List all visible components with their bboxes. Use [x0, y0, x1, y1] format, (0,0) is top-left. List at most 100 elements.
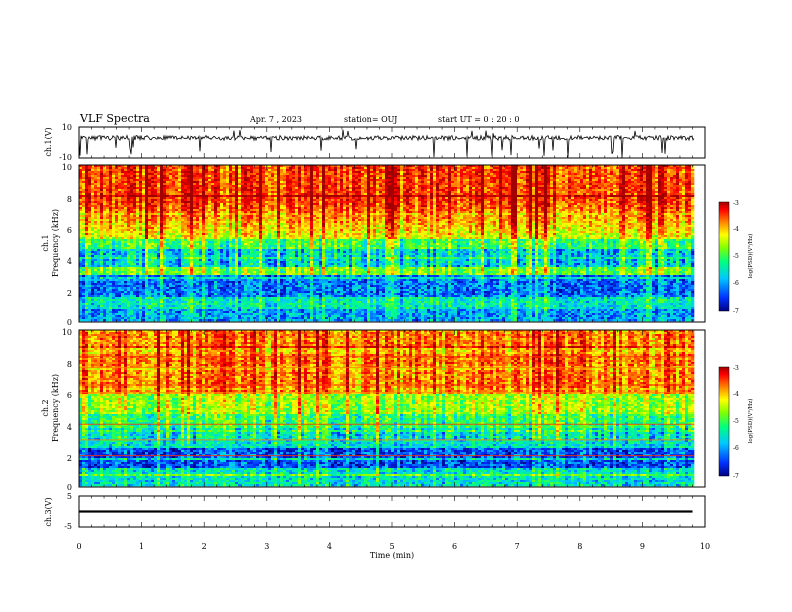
spectrogram-cell	[280, 185, 284, 188]
spectrogram-cell	[154, 207, 158, 210]
spectrogram-cell	[523, 189, 527, 192]
spectrogram-cell	[238, 165, 242, 168]
spectrogram-cell	[550, 171, 554, 174]
spectrogram-cell	[643, 187, 647, 190]
spectrogram-cell	[466, 181, 470, 184]
spectrogram-cell	[271, 177, 275, 180]
spectrogram-cell	[595, 193, 599, 196]
spectrogram-cell	[280, 179, 284, 182]
spectrogram-cell	[448, 167, 452, 170]
spectrogram-cell	[490, 179, 494, 182]
spectrogram-cell	[478, 199, 482, 202]
spectrogram-cell	[274, 173, 278, 176]
spectrogram-cell	[136, 209, 140, 212]
spectrogram-cell	[229, 191, 233, 194]
spectrogram-cell	[514, 165, 518, 168]
spectrogram-cell	[574, 197, 578, 200]
spectrogram-cell	[247, 205, 251, 208]
spectrogram-cell	[376, 207, 380, 210]
spectrogram-cell	[151, 167, 155, 170]
spectrogram-cell	[547, 207, 551, 210]
spectrogram-cell	[604, 193, 608, 196]
spectrogram-cell	[337, 197, 341, 200]
spectrogram-cell	[616, 177, 620, 180]
spectrogram-cell	[595, 197, 599, 200]
spectrogram-cell	[622, 169, 626, 172]
spectrogram-cell	[628, 167, 632, 170]
spectrogram-cell	[151, 179, 155, 182]
spectrogram-cell	[349, 183, 353, 186]
spectrogram-cell	[226, 203, 230, 206]
spectrogram-cell	[628, 171, 632, 174]
spectrogram-cell	[631, 183, 635, 186]
spectrogram-cell	[163, 193, 167, 196]
spectrogram-cell	[682, 171, 686, 174]
spectrogram-cell	[667, 183, 671, 186]
spectrogram-cell	[352, 201, 356, 204]
spectrogram-cell	[106, 187, 110, 190]
spectrogram-cell	[406, 185, 410, 188]
spectrogram-cell	[238, 183, 242, 186]
spectrogram-cell	[634, 179, 638, 182]
spectrogram-cell	[631, 201, 635, 204]
spectrogram-cell	[100, 193, 104, 196]
spectrogram-cell	[337, 183, 341, 186]
spectrogram-cell	[376, 199, 380, 202]
spectrogram-cell	[556, 207, 560, 210]
spectrogram-cell	[457, 183, 461, 186]
spectrogram-cell	[556, 177, 560, 180]
spectrogram-cell	[88, 181, 92, 184]
spectrogram-cell	[304, 197, 308, 200]
spectrogram-cell	[466, 179, 470, 182]
spectrogram-cell	[436, 195, 440, 198]
spectrogram-cell	[343, 197, 347, 200]
spectrogram-cell	[331, 175, 335, 178]
spectrogram-cell	[214, 185, 218, 188]
spectrogram-cell	[292, 209, 296, 212]
spectrogram-cell	[418, 195, 422, 198]
spectrogram-cell	[274, 199, 278, 202]
spectrogram-cell	[439, 173, 443, 176]
spectrogram-cell	[358, 175, 362, 178]
spectrogram-cell	[97, 173, 101, 176]
spectrogram-cell	[214, 189, 218, 192]
spectrogram-cell	[160, 169, 164, 172]
spectrogram-cell	[178, 193, 182, 196]
spectrogram-cell	[97, 175, 101, 178]
spectrogram-cell	[241, 179, 245, 182]
spectrogram-cell	[187, 207, 191, 210]
spectrogram-cell	[343, 179, 347, 182]
spectrogram-cell	[250, 205, 254, 208]
spectrogram-cell	[541, 179, 545, 182]
spectrogram-cell	[448, 183, 452, 186]
spectrogram-cell	[685, 199, 689, 202]
spectrogram-cell	[172, 209, 176, 212]
spectrogram-cell	[364, 165, 368, 168]
spectrogram-cell	[454, 191, 458, 194]
spectrogram-cell	[580, 167, 584, 170]
spectrogram-cell	[154, 185, 158, 188]
spectrogram-cell	[541, 191, 545, 194]
spectrogram-cell	[250, 193, 254, 196]
spectrogram-cell	[655, 165, 659, 168]
spectrogram-cell	[361, 203, 365, 206]
spectrogram-cell	[187, 175, 191, 178]
spectrogram-cell	[463, 199, 467, 202]
spectrogram-cell	[298, 197, 302, 200]
spectrogram-cell	[445, 195, 449, 198]
spectrogram-cell	[202, 193, 206, 196]
spectrogram-cell	[148, 169, 152, 172]
spectrogram-cell	[298, 183, 302, 186]
spectrogram-cell	[676, 195, 680, 198]
spectrogram-cell	[553, 199, 557, 202]
spectrogram-cell	[145, 203, 149, 206]
spectrogram-cell	[526, 191, 530, 194]
spectrogram-cell	[436, 197, 440, 200]
spectrogram-cell	[442, 181, 446, 184]
spectrogram-cell	[646, 205, 650, 208]
spectrogram-cell	[79, 195, 83, 198]
spectrogram-cell	[469, 179, 473, 182]
spectrogram-cell	[100, 191, 104, 194]
spectrogram-cell	[271, 207, 275, 210]
spectrogram-cell	[406, 193, 410, 196]
